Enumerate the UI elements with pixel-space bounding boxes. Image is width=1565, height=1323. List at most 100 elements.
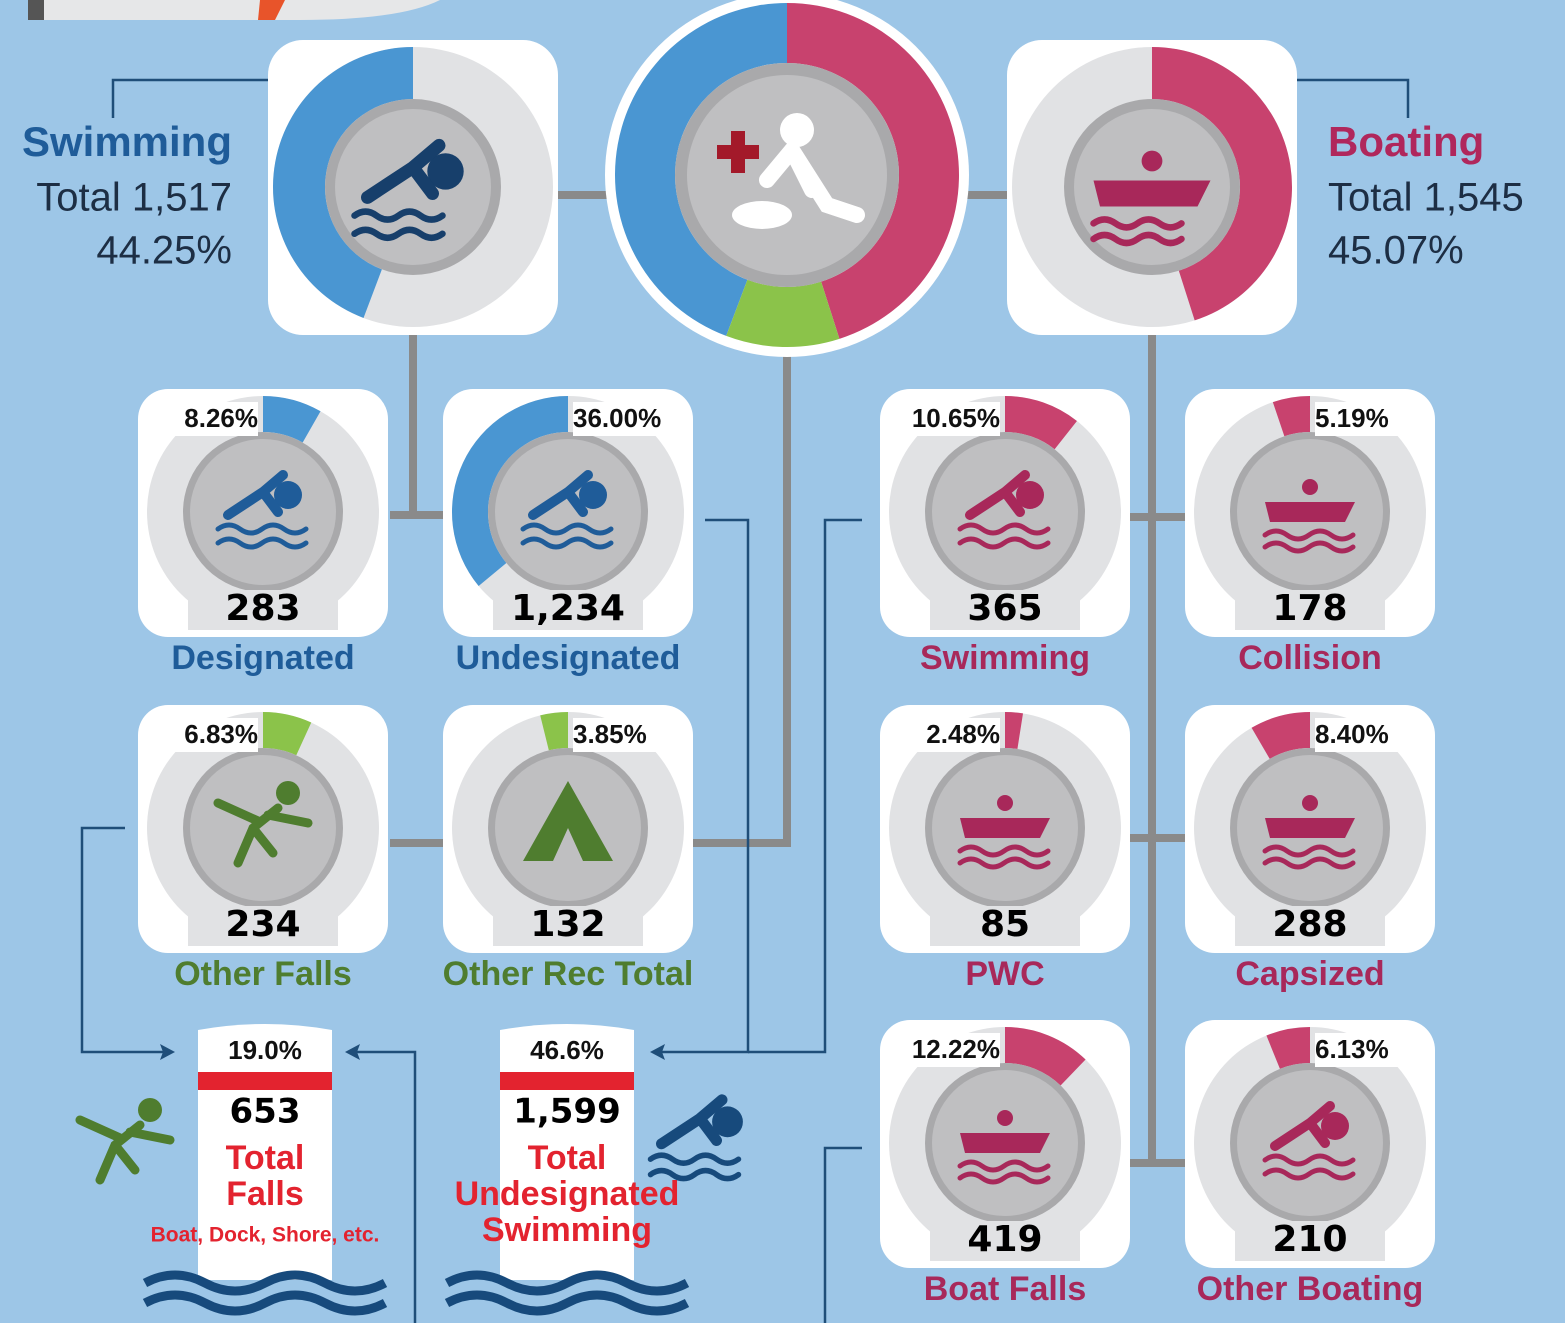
icon bbox=[215, 470, 309, 550]
icon-wave bbox=[1262, 856, 1356, 870]
icon-head bbox=[997, 795, 1013, 811]
icon-wave bbox=[520, 522, 614, 536]
icon-head bbox=[1302, 795, 1318, 811]
icon-head bbox=[1321, 1112, 1349, 1140]
tile-label: PWC bbox=[965, 955, 1044, 993]
tile-count: 132 bbox=[530, 904, 605, 945]
icon-body bbox=[361, 138, 446, 204]
total-count: 1,599 bbox=[513, 1092, 621, 1132]
tile-count: 365 bbox=[967, 588, 1042, 629]
cpr-head bbox=[780, 113, 814, 147]
arrow-head bbox=[650, 1044, 665, 1060]
swimming-label: Swimming bbox=[22, 118, 232, 165]
tile-label: Undesignated bbox=[456, 639, 681, 677]
center-inner bbox=[687, 75, 887, 275]
icon-wave bbox=[215, 536, 309, 550]
icon bbox=[1262, 1101, 1356, 1181]
count-bg bbox=[1235, 1221, 1385, 1261]
percent-bg bbox=[905, 718, 1000, 752]
count-bg bbox=[493, 590, 643, 630]
icon-wave bbox=[1262, 540, 1356, 554]
percent-bg bbox=[163, 402, 258, 436]
arrow-heads bbox=[160, 1044, 665, 1060]
tile-label: Other Boating bbox=[1197, 1270, 1424, 1308]
icon-head bbox=[997, 1110, 1013, 1126]
boating-label: Boating bbox=[1328, 118, 1484, 165]
arrow-line bbox=[352, 1050, 417, 1323]
icon-wave bbox=[351, 226, 446, 242]
tile-segment bbox=[1005, 396, 1077, 450]
icon-wave bbox=[1262, 528, 1356, 542]
tile-count: 288 bbox=[1272, 904, 1347, 945]
icon-head bbox=[1141, 150, 1163, 172]
tile-inner bbox=[932, 439, 1078, 585]
tile-count: 178 bbox=[1272, 588, 1347, 629]
icon-head bbox=[274, 481, 302, 509]
count-bg bbox=[188, 590, 338, 630]
tile-percent: 6.13% bbox=[1315, 1034, 1389, 1064]
center-swimming bbox=[614, 3, 787, 336]
icon bbox=[1090, 150, 1211, 247]
percent-bg bbox=[1315, 402, 1410, 436]
donut-inner bbox=[335, 109, 491, 265]
icon bbox=[75, 1098, 175, 1185]
icon-body bbox=[656, 1094, 728, 1150]
boat-fragment bbox=[30, 0, 440, 20]
total-label: Undesignated bbox=[455, 1175, 680, 1213]
icon bbox=[957, 470, 1051, 550]
percent-bg bbox=[1315, 718, 1410, 752]
icon-boat bbox=[1265, 502, 1355, 522]
boating-percent: 45.07% bbox=[1328, 229, 1464, 273]
icon-head bbox=[427, 153, 464, 190]
tile-label: Designated bbox=[171, 639, 354, 677]
center-boating bbox=[787, 3, 959, 339]
percent-bg bbox=[905, 402, 1000, 436]
icon-wave bbox=[1262, 844, 1356, 858]
total-stripe bbox=[198, 1072, 332, 1090]
count-bg bbox=[930, 1221, 1080, 1261]
gray-connectors bbox=[390, 191, 1185, 1167]
tile-count: 234 bbox=[225, 904, 300, 945]
tile-segment bbox=[1005, 712, 1024, 749]
total-label: Total bbox=[226, 1139, 305, 1177]
icon bbox=[351, 138, 464, 242]
tile-segment bbox=[1251, 712, 1310, 759]
total-label: Falls bbox=[226, 1175, 303, 1213]
icon-wave bbox=[957, 536, 1051, 550]
count-bg bbox=[1235, 906, 1385, 946]
total-count: 653 bbox=[230, 1092, 301, 1132]
icon-wave bbox=[520, 536, 614, 550]
total-note: Boat, Dock, Shore, etc. bbox=[151, 1224, 380, 1247]
tile-count: 210 bbox=[1272, 1219, 1347, 1260]
tile-label: Swimming bbox=[920, 639, 1090, 677]
tile-inner bbox=[190, 439, 336, 585]
total-label: Total bbox=[528, 1139, 607, 1177]
waves bbox=[142, 1270, 388, 1316]
icon-wave bbox=[1090, 216, 1185, 231]
icon-head bbox=[712, 1106, 743, 1138]
total-percent: 46.6% bbox=[530, 1035, 604, 1065]
tile-label: Other Falls bbox=[174, 955, 352, 993]
icon bbox=[957, 795, 1051, 870]
icon-wave bbox=[215, 522, 309, 536]
arrow-head bbox=[345, 1044, 360, 1060]
icon-body bbox=[528, 470, 593, 520]
total-label: Swimming bbox=[482, 1211, 652, 1249]
arrow-head bbox=[160, 1044, 175, 1060]
connectors bbox=[390, 191, 1185, 1167]
tile-percent: 2.48% bbox=[926, 719, 1000, 749]
tile-percent: 8.40% bbox=[1315, 719, 1389, 749]
arrow-line bbox=[656, 518, 750, 1054]
count-bg bbox=[930, 590, 1080, 630]
icon-boat bbox=[1093, 180, 1211, 207]
waves bbox=[444, 1270, 690, 1316]
tile-percent: 36.00% bbox=[573, 403, 661, 433]
boat-edge bbox=[28, 0, 44, 20]
icon bbox=[957, 1110, 1051, 1185]
icon-boat bbox=[960, 818, 1050, 838]
icon-head bbox=[579, 481, 607, 509]
icon-boat bbox=[1265, 818, 1355, 838]
percent-bg bbox=[573, 402, 668, 436]
icon-wave bbox=[1090, 231, 1185, 247]
